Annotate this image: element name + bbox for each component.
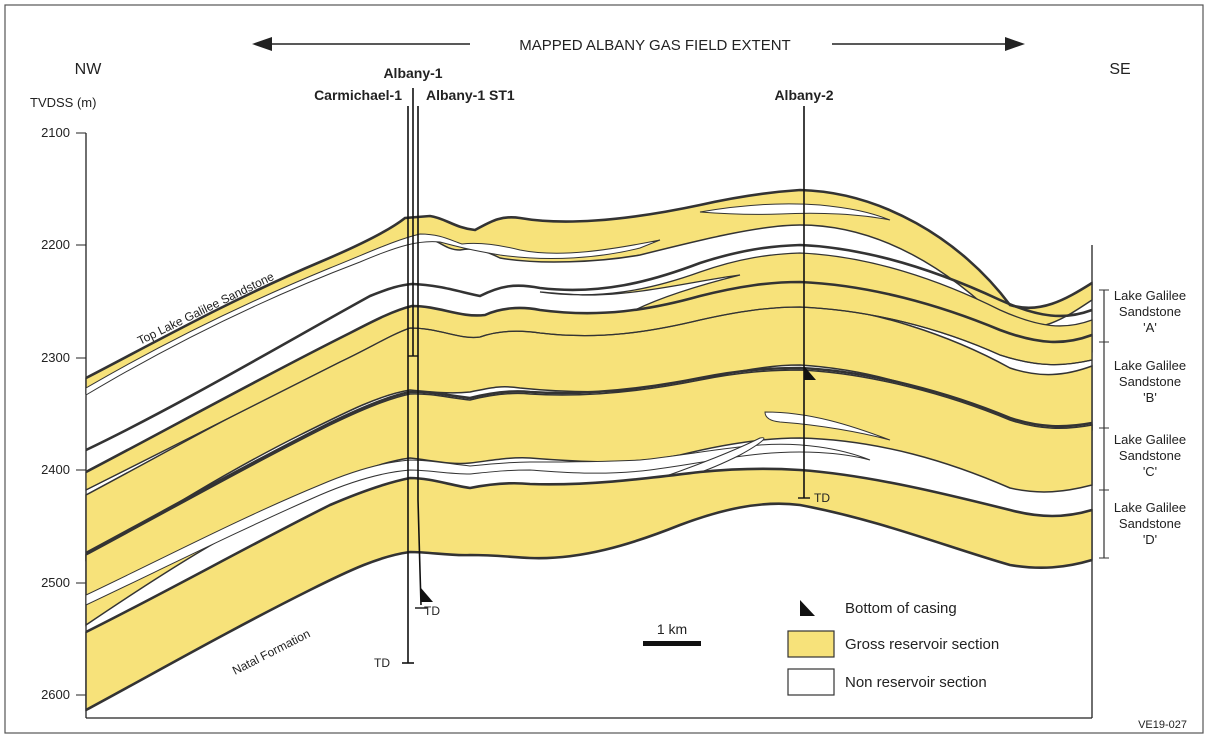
y-tick-label: 2100 — [41, 125, 70, 140]
y-tick-label: 2400 — [41, 462, 70, 477]
orientation-se: SE — [1109, 61, 1130, 78]
unit-b-line3: 'B' — [1143, 390, 1157, 405]
y-tick-label: 2200 — [41, 237, 70, 252]
extent-arrow-left-head — [252, 37, 272, 51]
scale-bar: 1 km — [643, 621, 701, 646]
unit-d-line1: Lake Galilee — [1114, 500, 1186, 515]
non-reservoir-sliver-b — [85, 306, 1093, 491]
unit-label-c: Lake Galilee Sandstone 'C' — [1114, 432, 1186, 479]
figure-frame — [4, 4, 1204, 734]
well-albany-2-td-label: TD — [814, 491, 830, 505]
legend-non-label: Non reservoir section — [845, 674, 987, 691]
horizon-top-unit-d — [85, 467, 1093, 634]
horizon-natal-formation — [85, 502, 1093, 712]
unit-label-d: Lake Galilee Sandstone 'D' — [1114, 500, 1186, 547]
non-reservoir-lens-c — [85, 443, 871, 606]
non-reservoir-lens-c3 — [764, 411, 891, 441]
unit-a-line1: Lake Galilee — [1114, 288, 1186, 303]
casing-shoe-albany-2 — [804, 366, 816, 380]
label-natal-formation: Natal Formation — [230, 626, 312, 677]
y-tick-label: 2500 — [41, 575, 70, 590]
legend-casing-label: Bottom of casing — [845, 600, 957, 617]
unit-a-line3: 'A' — [1143, 320, 1157, 335]
casing-shoe-albany-1-st1 — [421, 588, 433, 602]
well-label-carmichael-1: Carmichael-1 — [314, 87, 402, 103]
non-reservoir-sliver-top — [85, 233, 661, 396]
non-reservoir-lens-top — [699, 203, 891, 221]
legend-gross-label: Gross reservoir section — [845, 636, 999, 653]
legend-casing-icon — [800, 600, 815, 616]
unit-c-line3: 'C' — [1143, 464, 1157, 479]
unit-a-line2: Sandstone — [1119, 304, 1181, 319]
horizon-top-unit-c — [85, 366, 1093, 555]
scale-bar-label: 1 km — [657, 621, 687, 637]
horizon-top-lake-galilee — [85, 188, 1093, 380]
y-axis-label: TVDSS (m) — [30, 95, 96, 110]
y-tick-label: 2300 — [41, 350, 70, 365]
orientation-nw: NW — [75, 61, 103, 78]
unit-c-line1: Lake Galilee — [1114, 432, 1186, 447]
well-label-albany-1: Albany-1 — [383, 65, 442, 81]
y-axis-ticks: 2100 2200 2300 2400 2500 2600 — [41, 125, 86, 702]
horizon-top-unit-b — [85, 280, 1093, 474]
well-albany-1-st1-trace — [417, 106, 422, 606]
extent-label: MAPPED ALBANY GAS FIELD EXTENT — [519, 37, 790, 54]
unit-brackets — [1099, 289, 1109, 559]
unit-c-line2: Sandstone — [1119, 448, 1181, 463]
unit-d-line3: 'D' — [1143, 532, 1157, 547]
extent-arrow-right-head — [1005, 37, 1025, 51]
scale-bar-rect — [643, 641, 701, 646]
legend-gross-swatch — [787, 630, 835, 658]
reservoir-band-unit-c — [85, 369, 1093, 627]
unit-label-b: Lake Galilee Sandstone 'B' — [1114, 358, 1186, 405]
horizon-top-unit-a — [85, 243, 1093, 452]
y-tick-label: 2600 — [41, 687, 70, 702]
figure-id: VE19-027 — [1138, 719, 1187, 731]
unit-label-a: Lake Galilee Sandstone 'A' — [1114, 288, 1186, 335]
unit-b-line2: Sandstone — [1119, 374, 1181, 389]
label-top-lake-galilee-sandstone: Top Lake Galilee Sandstone — [135, 269, 276, 348]
unit-d-line2: Sandstone — [1119, 516, 1181, 531]
well-carmichael-1-td-label: TD — [374, 656, 390, 670]
well-label-albany-1-st1: Albany-1 ST1 — [426, 87, 515, 103]
well-albany-1-st1-td-label: TD — [424, 604, 440, 618]
unit-b-line1: Lake Galilee — [1114, 358, 1186, 373]
well-label-albany-2: Albany-2 — [774, 87, 833, 103]
legend: Bottom of casing Gross reservoir section… — [787, 600, 999, 696]
legend-non-swatch — [787, 668, 835, 696]
